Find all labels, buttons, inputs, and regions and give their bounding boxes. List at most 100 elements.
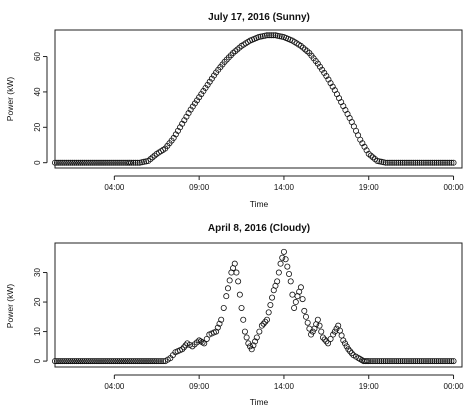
data-point	[448, 159, 455, 166]
data-point	[132, 159, 139, 166]
data-point	[52, 358, 59, 365]
data-point	[343, 343, 350, 350]
y-tick-label: 40	[33, 87, 42, 96]
data-point	[299, 296, 306, 303]
data-point	[265, 309, 272, 316]
data-point	[261, 32, 268, 39]
data-point	[201, 340, 208, 347]
data-point	[191, 100, 198, 107]
data-point	[330, 331, 337, 338]
data-point	[284, 263, 291, 270]
data-point	[384, 159, 391, 166]
data-point	[202, 84, 209, 91]
data-point	[416, 358, 423, 365]
data-point	[110, 159, 117, 166]
data-point	[189, 103, 196, 110]
data-point	[289, 291, 296, 298]
data-point	[348, 350, 355, 357]
data-point	[93, 358, 100, 365]
data-point	[266, 32, 273, 39]
data-point	[382, 358, 389, 365]
data-point	[448, 358, 455, 365]
data-point	[263, 32, 270, 39]
data-point	[422, 159, 429, 166]
data-point	[318, 328, 325, 335]
data-point	[53, 358, 60, 365]
data-point	[435, 358, 442, 365]
data-point	[414, 159, 421, 166]
data-point	[338, 99, 345, 106]
y-axis-label: Power (kW)	[5, 284, 15, 329]
x-tick-label: 14:00	[274, 183, 295, 192]
data-point	[213, 328, 220, 335]
data-point	[319, 66, 326, 73]
data-point	[243, 334, 250, 341]
data-point	[280, 248, 287, 255]
data-point	[100, 358, 107, 365]
data-point	[67, 358, 74, 365]
data-point	[126, 358, 133, 365]
data-point	[93, 159, 100, 166]
data-point	[408, 159, 415, 166]
data-point	[126, 159, 133, 166]
data-point	[240, 316, 247, 323]
data-point	[218, 316, 225, 323]
data-point	[277, 260, 284, 267]
y-tick-label: 20	[33, 122, 42, 131]
data-point	[450, 159, 457, 166]
data-point	[336, 95, 343, 102]
data-point	[198, 91, 205, 98]
x-axis-label: Time	[250, 199, 269, 209]
data-point	[77, 159, 84, 166]
data-point	[321, 69, 328, 76]
data-point	[65, 358, 72, 365]
data-point	[301, 307, 308, 314]
data-point	[314, 316, 321, 323]
data-point	[112, 159, 119, 166]
data-point	[104, 159, 111, 166]
data-point	[91, 358, 98, 365]
data-point	[97, 358, 104, 365]
data-point	[345, 346, 352, 353]
data-point	[61, 159, 68, 166]
data-point	[85, 159, 92, 166]
data-point	[73, 358, 80, 365]
data-point	[95, 358, 102, 365]
data-point	[393, 159, 400, 166]
data-point	[389, 159, 396, 166]
data-point	[57, 159, 64, 166]
data-point	[102, 358, 109, 365]
data-point	[141, 158, 148, 165]
data-point	[346, 115, 353, 122]
data-point	[98, 159, 105, 166]
data-point	[376, 358, 383, 365]
data-point	[116, 358, 123, 365]
data-point	[442, 159, 449, 166]
data-point	[81, 358, 88, 365]
data-point	[446, 358, 453, 365]
data-point	[416, 159, 423, 166]
data-point	[67, 159, 74, 166]
data-point	[418, 358, 425, 365]
data-point	[439, 159, 446, 166]
data-point	[319, 334, 326, 341]
data-point	[77, 358, 84, 365]
data-point	[53, 159, 60, 166]
data-point	[85, 358, 92, 365]
data-point	[142, 358, 149, 365]
data-point	[431, 159, 438, 166]
data-point	[389, 358, 396, 365]
data-point	[297, 284, 304, 291]
data-point	[145, 358, 152, 365]
data-point	[437, 358, 444, 365]
data-point	[140, 358, 147, 365]
data-point	[399, 159, 406, 166]
x-tick-label: 09:00	[189, 183, 210, 192]
data-point	[104, 358, 111, 365]
data-point	[100, 159, 107, 166]
data-point	[446, 159, 453, 166]
data-point	[410, 159, 417, 166]
data-point	[110, 358, 117, 365]
data-point	[433, 159, 440, 166]
data-point	[89, 159, 96, 166]
